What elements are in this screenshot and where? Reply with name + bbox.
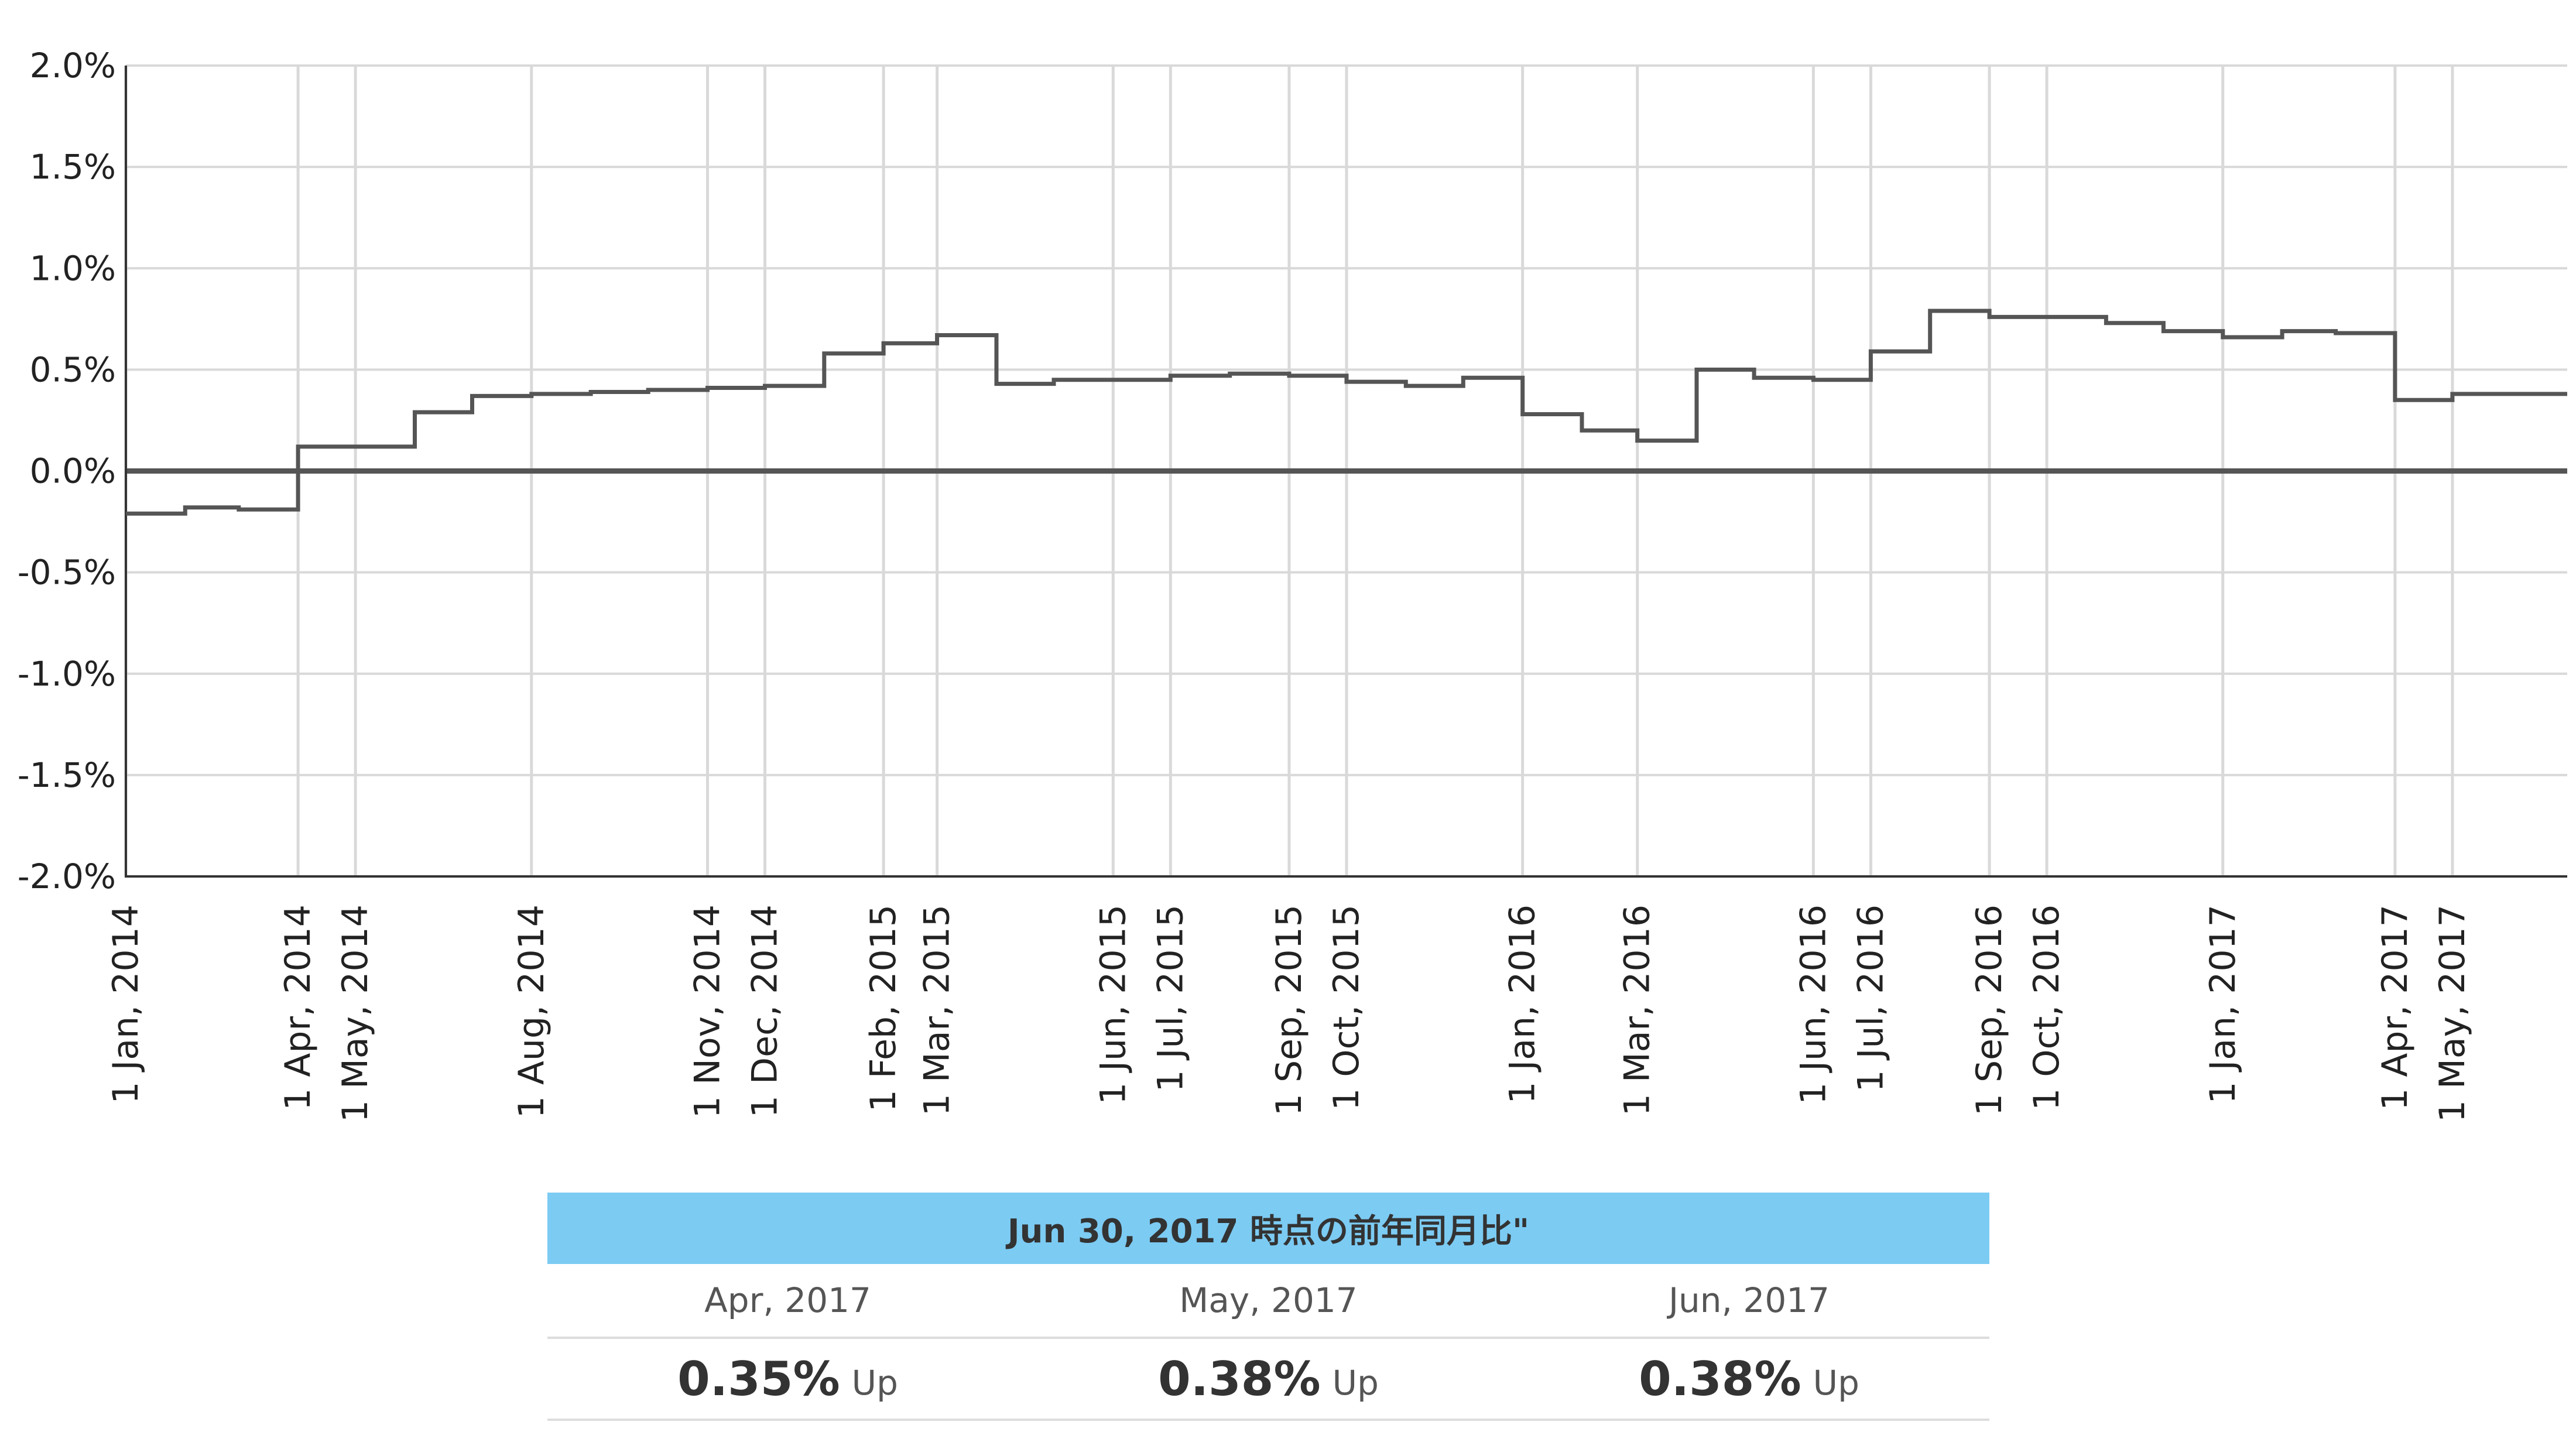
x-tick-label: 1 Aug, 2014 [511, 905, 552, 1118]
period-label: Jun, 2017 [1668, 1280, 1830, 1320]
x-tick-label: 1 Oct, 2015 [1326, 905, 1367, 1111]
yoy-value: 0.35% [677, 1351, 840, 1406]
series-line [126, 309, 2567, 516]
value-row: 0.35% Up 0.38% Up 0.38% Up [547, 1339, 1989, 1421]
y-tick-label: 1.0% [30, 248, 116, 288]
x-tick-label: 1 Jan, 2017 [2202, 905, 2243, 1104]
x-tick-label: 1 Dec, 2014 [745, 905, 786, 1118]
x-tick-label: 1 Jun, 2016 [1793, 905, 1834, 1105]
y-tick-label: 1.5% [30, 147, 116, 187]
x-tick-label: 1 Mar, 2016 [1617, 905, 1658, 1116]
direction-label: Up [1813, 1363, 1859, 1403]
x-tick-label: 1 Jun, 2015 [1092, 905, 1133, 1105]
value-cell: 0.38% Up [1028, 1339, 1509, 1419]
y-tick-label: -1.5% [18, 755, 116, 795]
x-tick-label: 1 Sep, 2016 [1969, 905, 2010, 1116]
x-tick-label: 1 Feb, 2015 [863, 905, 904, 1112]
yoy-value: 0.38% [1639, 1351, 1801, 1406]
x-tick-label: 1 Jul, 2016 [1850, 905, 1891, 1092]
summary-header: Jun 30, 2017 時点の前年同月比" [547, 1193, 1989, 1264]
x-tick-label: 1 Oct, 2016 [2026, 905, 2067, 1111]
y-tick-label: -2.0% [18, 857, 116, 896]
yoy-summary-panel: Jun 30, 2017 時点の前年同月比" Apr, 2017 May, 20… [547, 1193, 1989, 1421]
x-tick-label: 1 Jan, 2014 [105, 905, 146, 1104]
direction-label: Up [851, 1363, 898, 1403]
x-tick-labels: 1 Jan, 2014 1 Apr, 2014 1 May, 2014 1 Aug, … [105, 905, 2473, 1122]
direction-label: Up [1332, 1363, 1379, 1403]
x-tick-label: 1 Mar, 2015 [917, 905, 958, 1116]
period-row: Apr, 2017 May, 2017 Jun, 2017 [547, 1264, 1989, 1339]
period-cell: Jun, 2017 [1509, 1264, 1989, 1337]
y-tick-labels: -2.0% -1.5% -1.0% -0.5% 0.0% 0.5% 1.0% 1.5% 2.0% [18, 46, 116, 896]
period-cell: Apr, 2017 [547, 1264, 1028, 1337]
y-tick-label: 0.0% [30, 451, 116, 491]
value-cell: 0.38% Up [1509, 1339, 1989, 1419]
x-tick-label: 1 Sep, 2015 [1269, 905, 1310, 1116]
period-label: May, 2017 [1179, 1280, 1358, 1320]
x-tick-label: 1 May, 2014 [335, 905, 376, 1122]
yoy-value: 0.38% [1158, 1351, 1321, 1406]
x-tick-label: 1 Jul, 2015 [1150, 905, 1191, 1092]
x-tick-label: 1 May, 2017 [2432, 905, 2473, 1122]
period-cell: May, 2017 [1028, 1264, 1509, 1337]
y-tick-label: 2.0% [30, 46, 116, 85]
x-tick-label: 1 Apr, 2014 [278, 905, 318, 1111]
y-tick-label: -0.5% [18, 553, 116, 592]
yoy-step-chart: -2.0% -1.5% -1.0% -0.5% 0.0% 0.5% 1.0% 1.5% 2.0%… [18, 46, 2567, 1122]
y-tick-label: 0.5% [30, 350, 116, 389]
series-lines [126, 309, 2567, 516]
value-cell: 0.35% Up [547, 1339, 1028, 1419]
x-tick-label: 1 Jan, 2016 [1502, 905, 1543, 1104]
axes [125, 66, 2567, 878]
period-label: Apr, 2017 [704, 1280, 871, 1320]
x-tick-label: 1 Apr, 2017 [2375, 905, 2416, 1111]
x-tick-label: 1 Nov, 2014 [687, 905, 728, 1118]
y-tick-label: -1.0% [18, 654, 116, 694]
